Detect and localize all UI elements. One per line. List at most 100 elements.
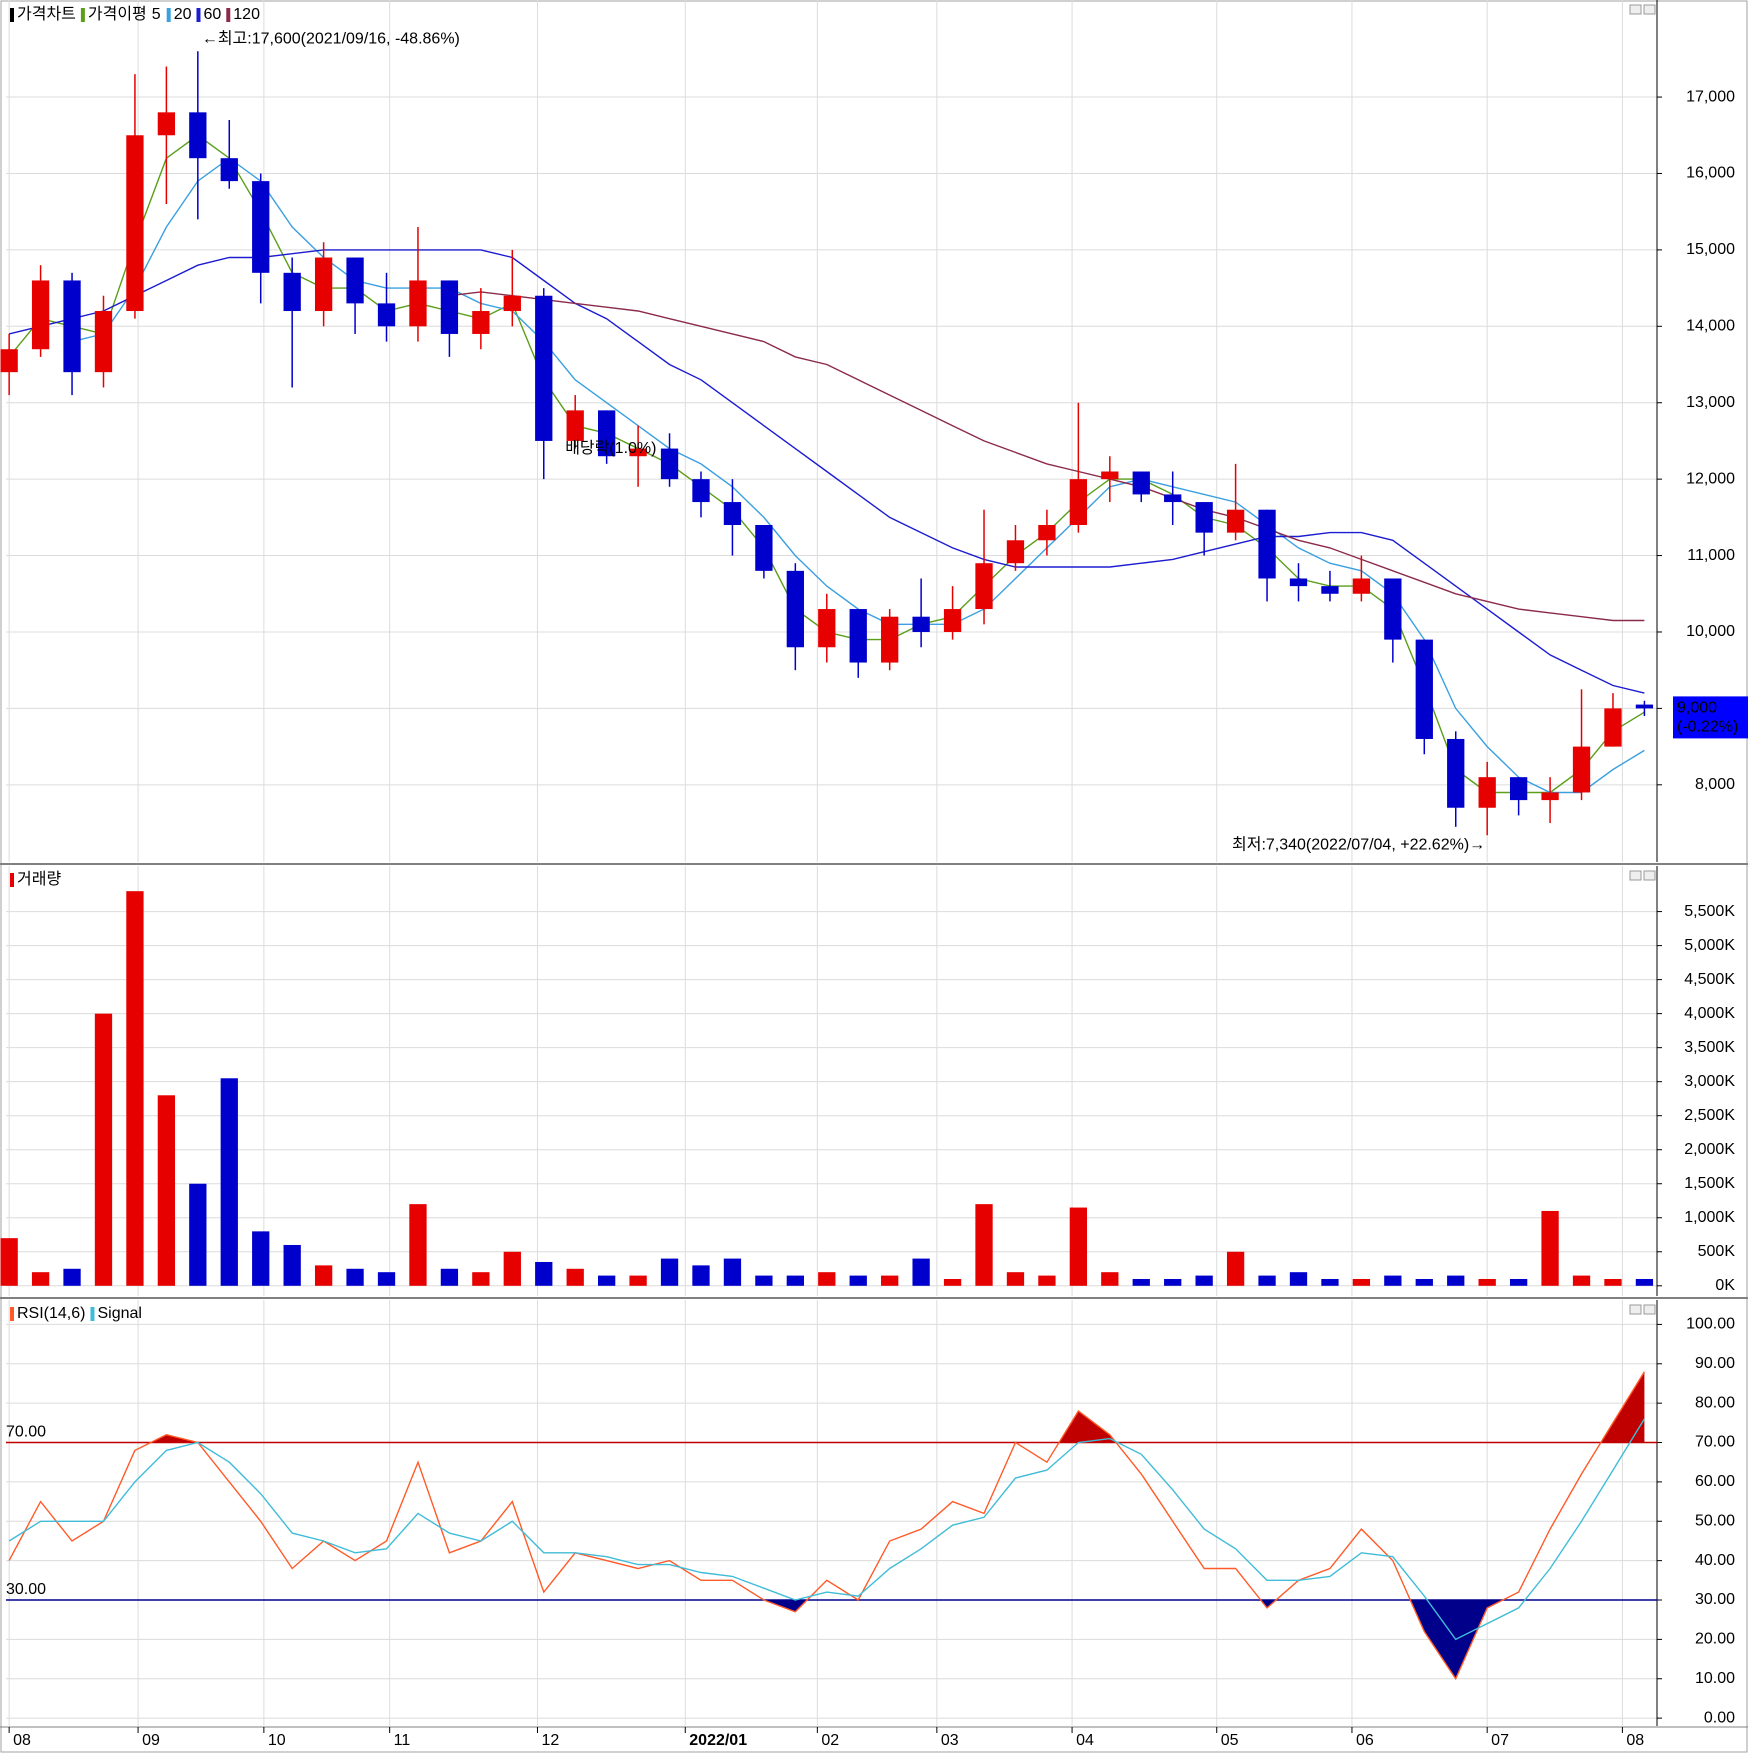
candle-body	[0, 349, 18, 373]
y-tick-label: 10,000	[1686, 623, 1735, 640]
volume-bar	[0, 1238, 18, 1286]
legend-icon	[10, 873, 14, 887]
volume-bar	[881, 1275, 899, 1286]
volume-bar	[786, 1275, 804, 1286]
volume-bar	[535, 1261, 553, 1286]
volume-bar	[94, 1013, 113, 1286]
panel-buttons[interactable]	[1629, 4, 1656, 1315]
y-tick-label: 11,000	[1687, 547, 1735, 564]
candle-body	[1038, 524, 1056, 541]
legend-label: 가격차트	[17, 5, 76, 23]
event-annotation: 배당락(1.0%)	[565, 439, 656, 457]
legend-icon	[166, 8, 171, 22]
panel-button[interactable]	[1629, 870, 1642, 881]
volume-bar	[1635, 1278, 1654, 1286]
candle-body	[346, 257, 364, 304]
candle-body	[1132, 471, 1150, 495]
candle-body	[126, 135, 144, 312]
last-price-change: (-0.22%)	[1677, 719, 1738, 736]
y-tick-label: 3,000K	[1684, 1073, 1735, 1090]
volume-bar	[1352, 1278, 1371, 1286]
volume-bar	[1101, 1272, 1119, 1286]
volume-bar	[1447, 1275, 1465, 1286]
panel-button[interactable]	[1643, 4, 1656, 15]
candle-body	[220, 158, 238, 182]
candle-body	[1164, 494, 1182, 503]
legend-label: 60	[203, 6, 221, 23]
x-tick-label: 05	[1221, 1732, 1239, 1749]
rsi-zone-fill	[763, 1600, 1503, 1679]
candle-body	[849, 609, 867, 663]
candle-body	[409, 280, 427, 327]
y-tick-label: 500K	[1698, 1243, 1736, 1260]
panel-button[interactable]	[1629, 4, 1642, 15]
volume-bar	[1132, 1278, 1150, 1286]
volume-bar	[975, 1204, 993, 1286]
volume-bar	[409, 1204, 427, 1286]
candle-body	[440, 280, 459, 334]
volume-bar	[126, 891, 144, 1286]
high-annotation: ←최고:17,600(2021/09/16, -48.86%)	[202, 29, 460, 47]
panel-button[interactable]	[1643, 1304, 1656, 1315]
candle-body	[1478, 777, 1496, 808]
volume-bar	[1478, 1278, 1496, 1286]
y-tick-label: 60.00	[1695, 1473, 1735, 1490]
volume-bar	[189, 1183, 207, 1286]
candle-body	[943, 609, 962, 632]
candle-body	[1352, 578, 1371, 594]
y-tick-label: 0.00	[1704, 1709, 1735, 1726]
volume-bar	[252, 1231, 270, 1286]
legend-icon	[90, 1307, 95, 1321]
y-tick-label: 0K	[1715, 1277, 1735, 1294]
legend-icon	[80, 8, 85, 22]
candle-body	[1226, 509, 1245, 533]
y-tick-label: 80.00	[1695, 1394, 1735, 1411]
y-tick-label: 1,000K	[1684, 1209, 1735, 1226]
y-tick-label: 5,000K	[1684, 937, 1735, 954]
volume-bar	[629, 1275, 647, 1286]
candle-body	[629, 448, 647, 457]
y-tick-label: 5,500K	[1684, 903, 1735, 920]
volume-bar	[1038, 1275, 1056, 1286]
volume-bar	[31, 1272, 50, 1286]
candle-body	[31, 280, 50, 350]
legend-icon	[196, 8, 201, 22]
volume-bar	[1384, 1275, 1402, 1286]
low-annotation: 최저:7,340(2022/07/04, +22.62%)→	[1232, 835, 1485, 853]
legend-label: 120	[233, 6, 260, 23]
legend-label: 가격이평	[88, 5, 147, 23]
volume-bar	[1509, 1278, 1528, 1286]
legend-label: RSI(14,6)	[17, 1305, 85, 1322]
candle-body	[1195, 502, 1213, 533]
volume-bar	[503, 1251, 521, 1286]
candle-body	[472, 311, 490, 334]
candle-body	[314, 257, 333, 312]
candle-body	[1101, 471, 1119, 480]
legend-icon	[10, 8, 14, 22]
candle-body	[818, 609, 836, 648]
volume-bar	[1069, 1207, 1088, 1286]
volume-bar	[912, 1258, 930, 1286]
volume-bar	[1258, 1275, 1276, 1286]
panel-button[interactable]	[1643, 870, 1656, 881]
candle-body	[252, 181, 270, 273]
x-tick-label: 11	[394, 1732, 411, 1749]
legend-label: 20	[174, 6, 192, 23]
y-tick-label: 50.00	[1695, 1512, 1735, 1529]
volume-bar	[943, 1278, 962, 1286]
panel-button[interactable]	[1629, 1304, 1642, 1315]
volume-bar	[1006, 1272, 1025, 1286]
volume-bar	[1572, 1275, 1591, 1286]
volume-bar	[723, 1258, 742, 1286]
y-tick-label: 4,000K	[1684, 1005, 1735, 1022]
volume-bar	[660, 1258, 679, 1286]
candle-body	[63, 280, 81, 373]
x-tick-label: 08	[1626, 1732, 1644, 1749]
candle-body	[535, 295, 553, 441]
candle-body	[377, 303, 396, 327]
candle-body	[1447, 738, 1465, 808]
candle-body	[94, 311, 113, 373]
y-tick-label: 2,500K	[1684, 1107, 1735, 1124]
volume-bar	[692, 1265, 710, 1286]
